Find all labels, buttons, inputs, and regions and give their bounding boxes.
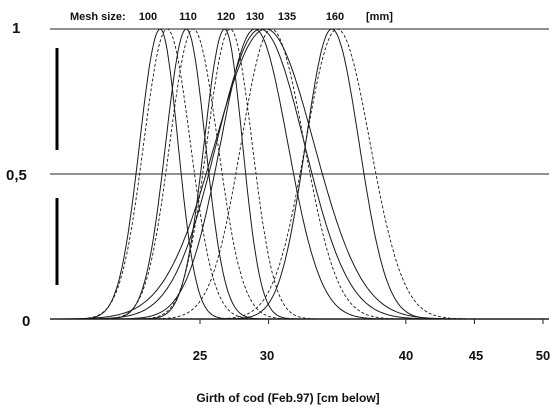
legend-unit: [mm] — [366, 11, 393, 23]
x-tick-label-40: 40 — [399, 348, 413, 363]
axis-layer — [55, 48, 544, 324]
x-tick-label-25: 25 — [193, 348, 207, 363]
y-tick-label-0-5: 0,5 — [6, 167, 27, 184]
x-axis-title: Girth of cod (Feb.97) [cm below] — [196, 391, 379, 405]
legend-title: Mesh size: — [70, 11, 126, 23]
curve-layer — [62, 28, 543, 320]
mesh-label-120: 120 — [217, 11, 235, 23]
mesh-label-135: 135 — [278, 11, 296, 23]
x-tick-label-45: 45 — [469, 348, 483, 363]
x-tick-label-50: 50 — [536, 348, 550, 363]
y-tick-label-1: 1 — [12, 20, 20, 37]
mesh-label-130: 130 — [246, 11, 264, 23]
mesh-label-100: 100 — [139, 11, 157, 23]
grid-layer — [50, 28, 549, 320]
series-line-160-11 — [62, 28, 543, 320]
x-tick-label-30: 30 — [260, 348, 274, 363]
mesh-label-110: 110 — [179, 11, 197, 23]
y-tick-label-0: 0 — [22, 313, 30, 330]
mesh-label-160: 160 — [326, 11, 344, 23]
